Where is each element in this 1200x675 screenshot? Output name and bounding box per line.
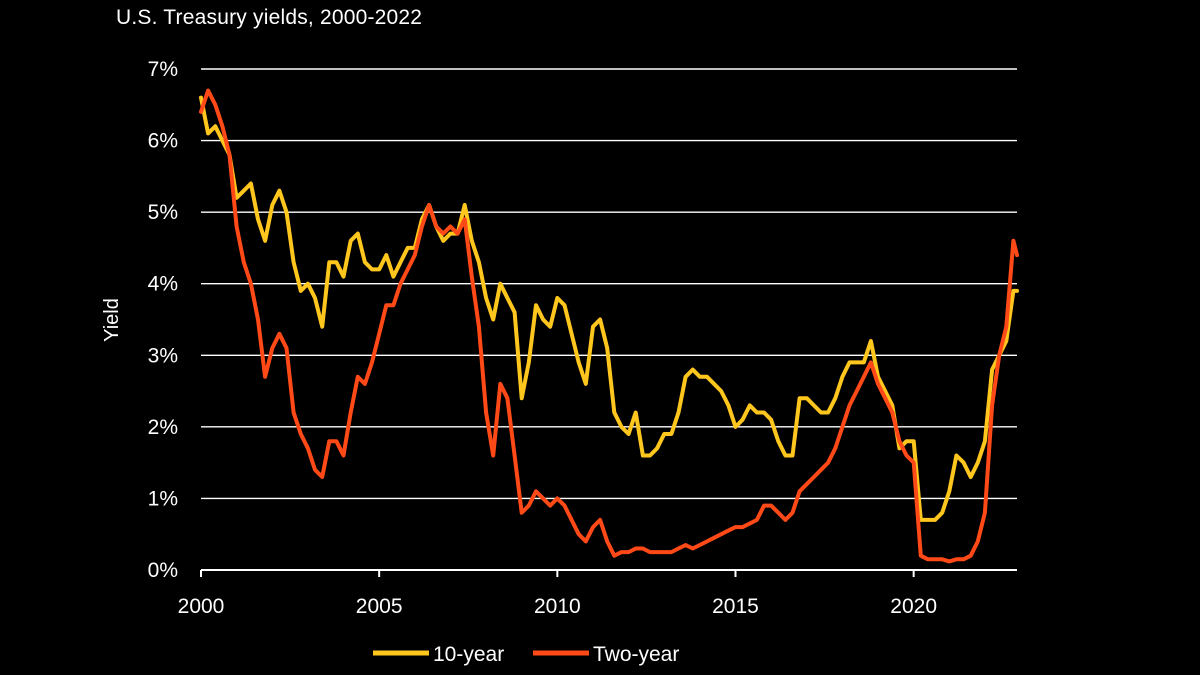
axes: 0% 1% 2% 3% 4% 5% 6% 7% 2000 2005 2010 2015 2020 (148, 58, 1017, 618)
series-lines (199, 88, 1019, 564)
y-tick-label: 6% (148, 130, 178, 153)
y-tick-label: 1% (148, 487, 178, 510)
y-tick-label: 5% (148, 201, 178, 224)
series-line-two-year (199, 88, 1019, 564)
x-tick-label: 2020 (890, 595, 937, 618)
chart-title: U.S. Treasury yields, 2000-2022 (116, 6, 423, 29)
y-tick-label: 4% (148, 273, 178, 296)
x-tick-label: 2010 (534, 595, 581, 618)
y-tick-label: 2% (148, 416, 178, 439)
legend-label: 10-year (433, 643, 504, 666)
y-tick-label: 0% (148, 559, 178, 582)
gridlines (201, 68, 1017, 500)
y-tick-label: 7% (148, 58, 178, 81)
x-tick-label: 2005 (356, 595, 403, 618)
series-line-10-year (199, 95, 1019, 522)
legend-label: Two-year (593, 643, 679, 666)
x-tick-label: 2015 (712, 595, 759, 618)
legend: 10-year Two-year (373, 643, 679, 666)
x-tick-label: 2000 (178, 595, 225, 618)
y-axis-label: Yield (101, 298, 123, 342)
y-tick-label: 3% (148, 344, 178, 367)
